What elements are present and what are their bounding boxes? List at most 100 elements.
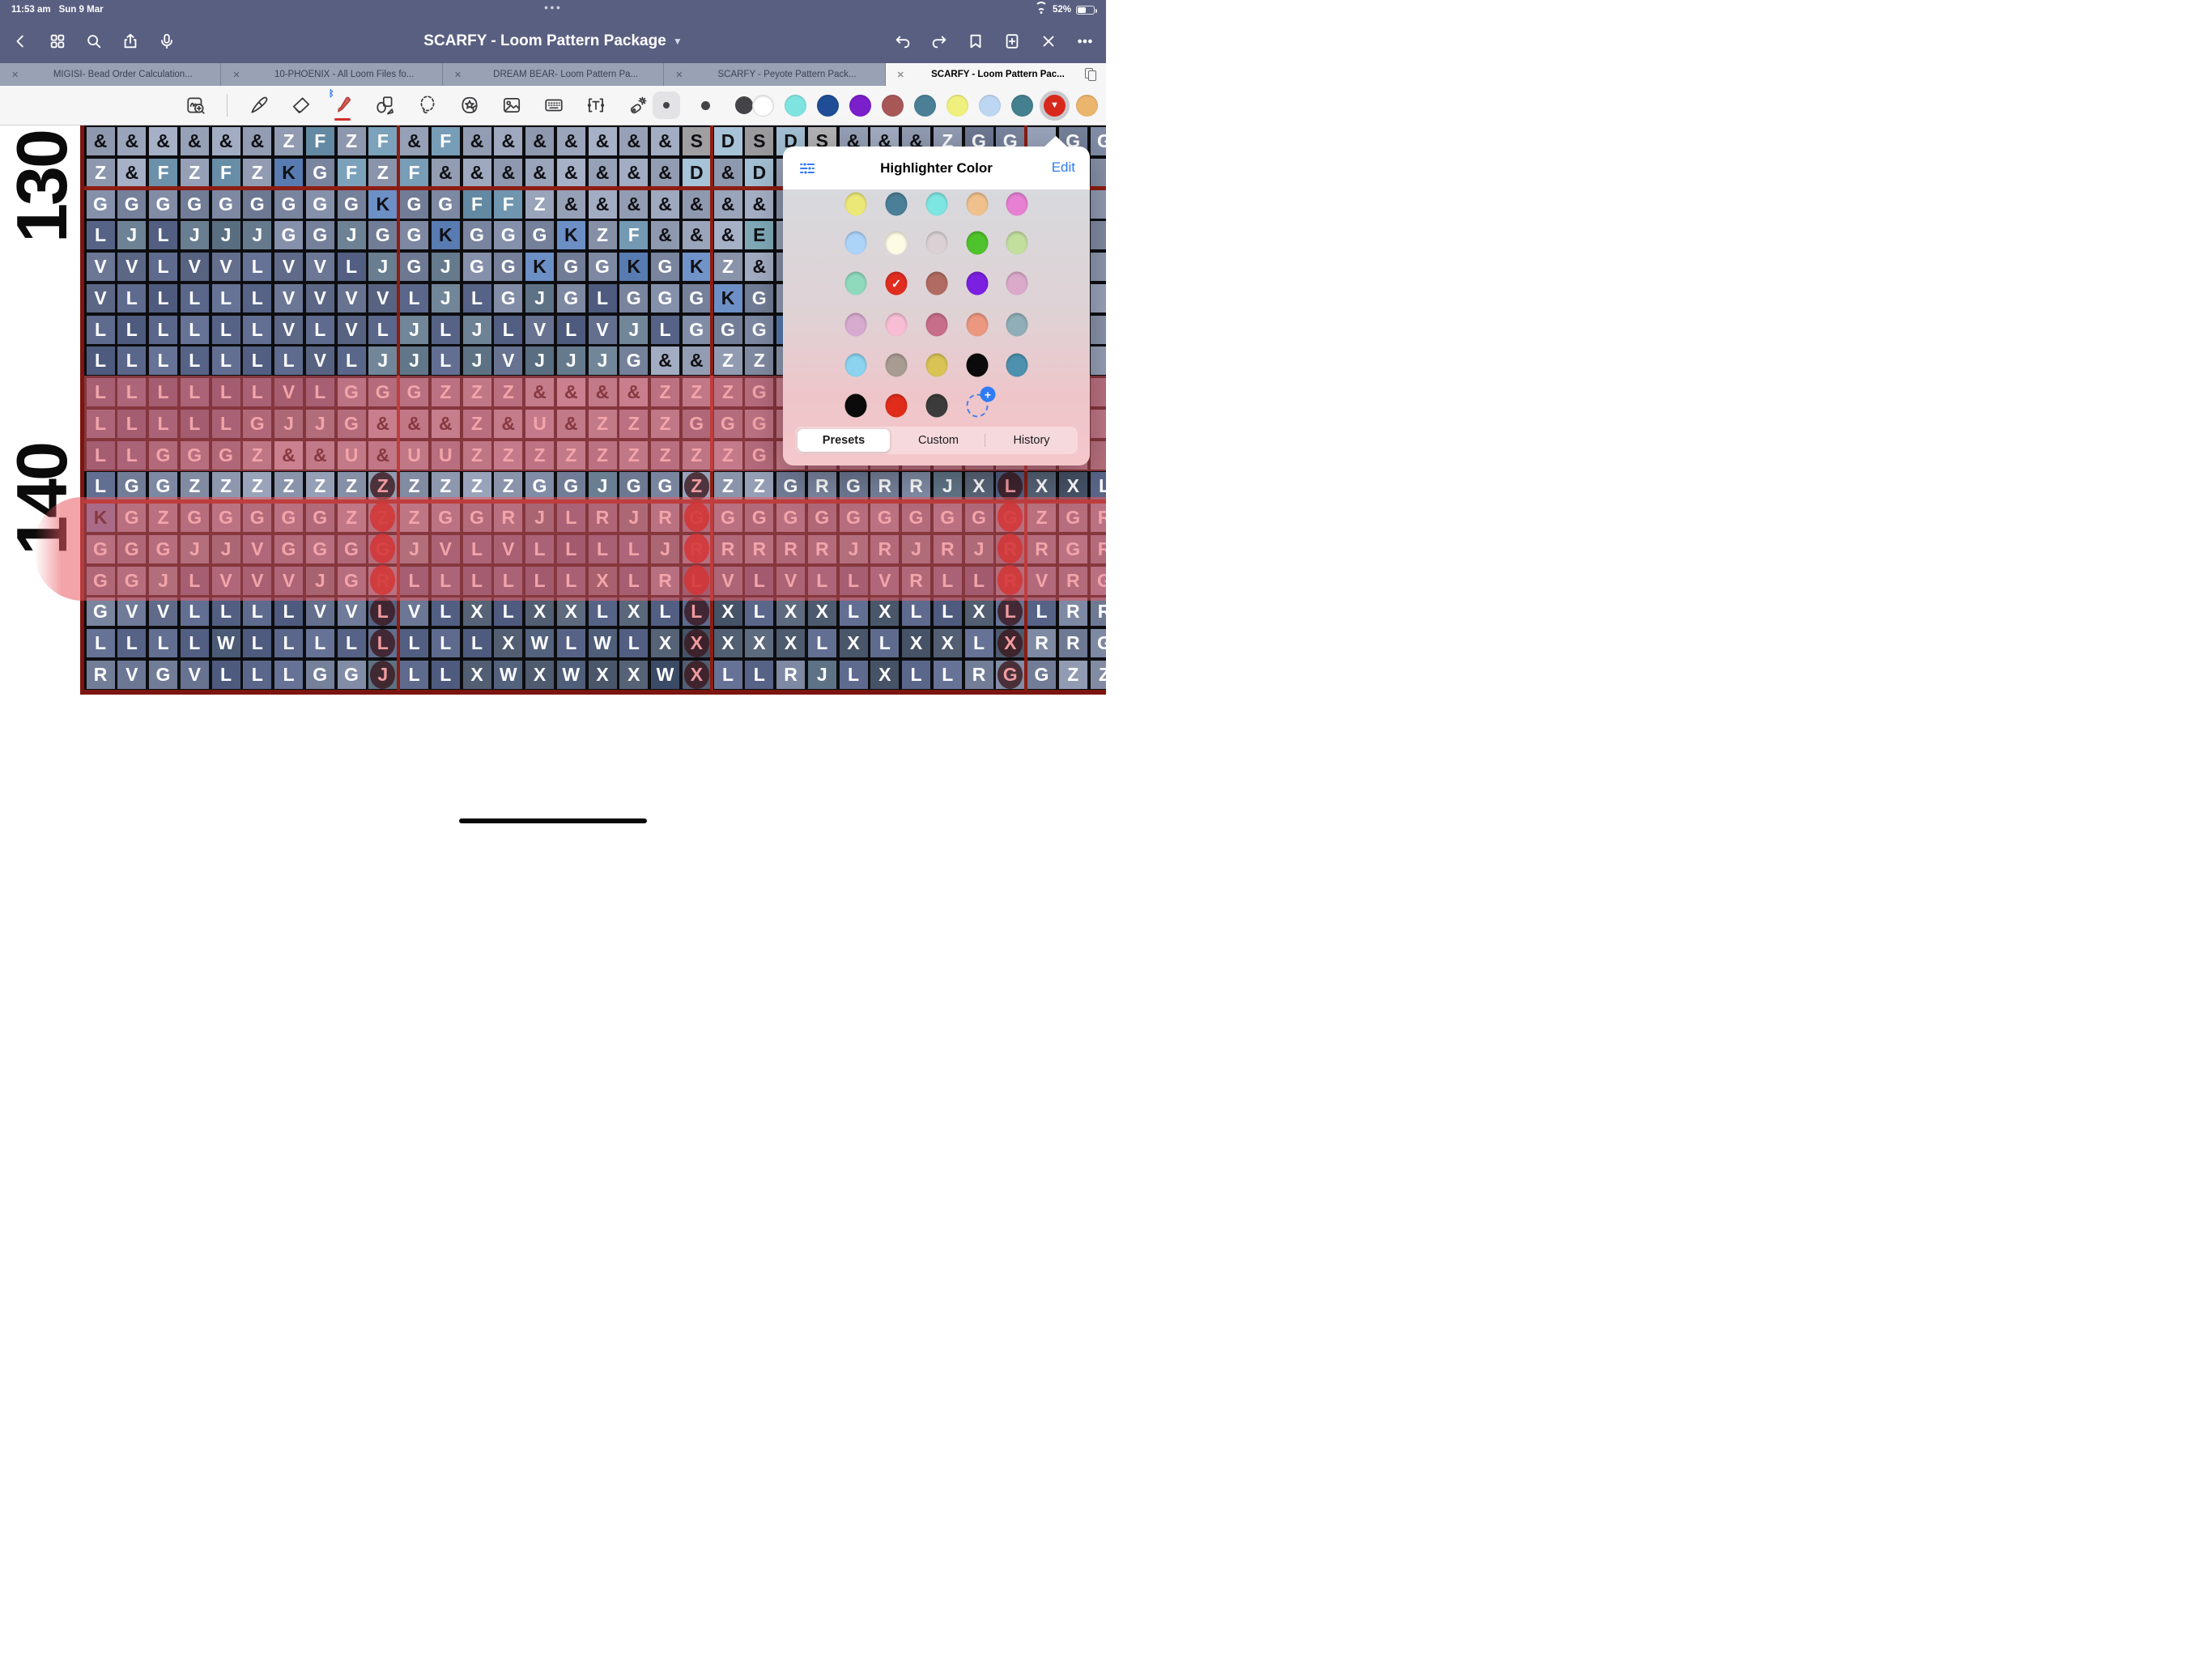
- grid-cell: R: [1058, 597, 1087, 627]
- popup-color-swatch[interactable]: [1006, 192, 1028, 216]
- popup-color-swatch[interactable]: [925, 231, 948, 255]
- popup-color-swatch[interactable]: [925, 271, 948, 295]
- shapes-tool[interactable]: [374, 93, 396, 117]
- popup-color-swatch[interactable]: [844, 271, 867, 295]
- popup-color-swatch[interactable]: [966, 353, 989, 377]
- segment-custom[interactable]: Custom: [918, 434, 959, 447]
- stroke-size-large[interactable]: [730, 91, 758, 119]
- popup-color-swatch[interactable]: [925, 393, 948, 418]
- stickers-tool[interactable]: [458, 93, 480, 117]
- grid-cell: Z: [525, 189, 554, 219]
- grid-cell: J: [337, 221, 366, 250]
- popup-color-swatch[interactable]: [844, 192, 867, 216]
- popup-color-swatch[interactable]: [925, 312, 948, 337]
- toolbar-color-swatch[interactable]: [849, 94, 871, 117]
- toolbar-color-swatch[interactable]: ▼: [1044, 94, 1066, 117]
- popup-color-swatch[interactable]: [885, 312, 908, 337]
- toolbar-color-swatch[interactable]: [752, 94, 774, 117]
- add-page-icon[interactable]: [1002, 32, 1022, 51]
- grid-cell: X: [494, 629, 523, 657]
- zoom-window-tool[interactable]: [185, 93, 206, 117]
- stroke-size-small[interactable]: [653, 91, 680, 119]
- popup-color-swatch[interactable]: [885, 231, 908, 255]
- grid-cell: L: [870, 629, 900, 657]
- tab-migisi[interactable]: ✕ MIGISI- Bead Order Calculation...: [0, 63, 222, 86]
- grid-cell: R: [776, 660, 805, 689]
- microphone-icon[interactable]: [157, 32, 177, 51]
- popup-color-swatch[interactable]: [966, 312, 989, 337]
- keyboard-tool[interactable]: [542, 93, 564, 117]
- popup-color-swatch[interactable]: [966, 192, 989, 216]
- pen-tool[interactable]: [248, 93, 270, 117]
- popup-color-swatch[interactable]: [1006, 353, 1028, 377]
- toolbar-color-swatch[interactable]: [1076, 94, 1098, 117]
- toolbar-color-swatch[interactable]: [914, 94, 936, 117]
- tab-phoenix[interactable]: ✕ 10-PHOENIX - All Loom Files fo...: [221, 63, 443, 86]
- popup-color-swatch[interactable]: [966, 271, 989, 295]
- grid-cell: G: [305, 158, 334, 187]
- sliders-icon[interactable]: [798, 159, 817, 178]
- popup-color-swatch[interactable]: [844, 312, 867, 337]
- popup-color-swatch[interactable]: [1006, 271, 1028, 295]
- stroke-size-medium[interactable]: [691, 91, 719, 119]
- popup-color-swatch[interactable]: [844, 231, 867, 255]
- tab-dream-bear[interactable]: ✕ DREAM BEAR- Loom Pattern Pa...: [442, 63, 665, 86]
- popup-color-swatch[interactable]: [885, 192, 908, 216]
- eraser-tool[interactable]: [290, 93, 312, 117]
- grid-major-line: [84, 186, 1106, 190]
- grid-cell: Z: [337, 472, 366, 501]
- toolbar-color-swatch[interactable]: [785, 94, 806, 117]
- thumbnails-grid-icon[interactable]: [48, 32, 67, 51]
- add-color-button[interactable]: +: [966, 386, 996, 418]
- grid-cell: L: [494, 597, 523, 627]
- tab-close-icon[interactable]: ✕: [675, 70, 683, 80]
- bookmark-icon[interactable]: [966, 32, 985, 51]
- document-title[interactable]: SCARFY - Loom Pattern Package ▼: [423, 32, 683, 49]
- grid-cell: X: [1058, 472, 1087, 501]
- tab-close-icon[interactable]: ✕: [896, 70, 904, 80]
- back-icon[interactable]: [11, 32, 31, 51]
- undo-icon[interactable]: [893, 32, 912, 51]
- toolbar-color-swatch[interactable]: [1011, 94, 1033, 117]
- more-options-icon[interactable]: [1075, 32, 1095, 51]
- edit-button[interactable]: Edit: [1051, 159, 1075, 175]
- page-panel-icon[interactable]: [1085, 68, 1098, 81]
- popup-color-swatch[interactable]: [844, 353, 867, 377]
- grid-cell: L: [274, 346, 303, 376]
- popup-color-swatch[interactable]: [925, 353, 948, 377]
- toolbar-color-swatch[interactable]: [979, 94, 1001, 117]
- tab-close-icon[interactable]: ✕: [11, 70, 19, 80]
- popup-color-swatch[interactable]: [844, 393, 867, 418]
- popup-color-swatch[interactable]: [885, 393, 908, 418]
- popup-color-swatch[interactable]: [1006, 231, 1028, 255]
- tab-scarfy-peyote[interactable]: ✕ SCARFY - Peyote Pattern Pack...: [664, 63, 886, 86]
- search-icon[interactable]: [84, 32, 104, 51]
- popup-color-swatch[interactable]: [925, 192, 948, 216]
- popup-color-swatch[interactable]: [966, 231, 989, 255]
- redo-icon[interactable]: [929, 32, 949, 51]
- tab-scarfy-loom-active[interactable]: ✕ SCARFY - Loom Pattern Pac...: [885, 63, 1106, 86]
- toolbar-color-swatch[interactable]: [882, 94, 904, 117]
- laser-pointer-tool[interactable]: [627, 93, 649, 117]
- grid-cell: &: [745, 189, 774, 219]
- popup-color-swatch[interactable]: [1006, 312, 1028, 337]
- grid-cell: G: [149, 472, 177, 501]
- toolbar-color-swatch[interactable]: [946, 94, 968, 117]
- toolbar-color-swatch[interactable]: [817, 94, 839, 117]
- image-tool[interactable]: [500, 93, 522, 117]
- segment-history[interactable]: History: [1013, 434, 1050, 447]
- tab-close-icon[interactable]: ✕: [232, 70, 240, 80]
- highlighter-tool[interactable]: ᛒ: [329, 89, 354, 121]
- grid-cell: L: [400, 660, 428, 689]
- home-indicator[interactable]: [459, 818, 647, 823]
- tab-close-icon[interactable]: ✕: [453, 70, 462, 80]
- grid-cell: &: [745, 253, 774, 281]
- lasso-tool[interactable]: [416, 93, 438, 117]
- text-tool[interactable]: [585, 93, 606, 117]
- share-icon[interactable]: [121, 32, 140, 51]
- popup-color-swatch[interactable]: [885, 353, 908, 377]
- grid-major-border: [80, 125, 84, 695]
- segment-presets[interactable]: Presets: [798, 429, 890, 452]
- popup-color-swatch[interactable]: ✓: [885, 271, 908, 295]
- close-document-icon[interactable]: [1039, 32, 1058, 51]
